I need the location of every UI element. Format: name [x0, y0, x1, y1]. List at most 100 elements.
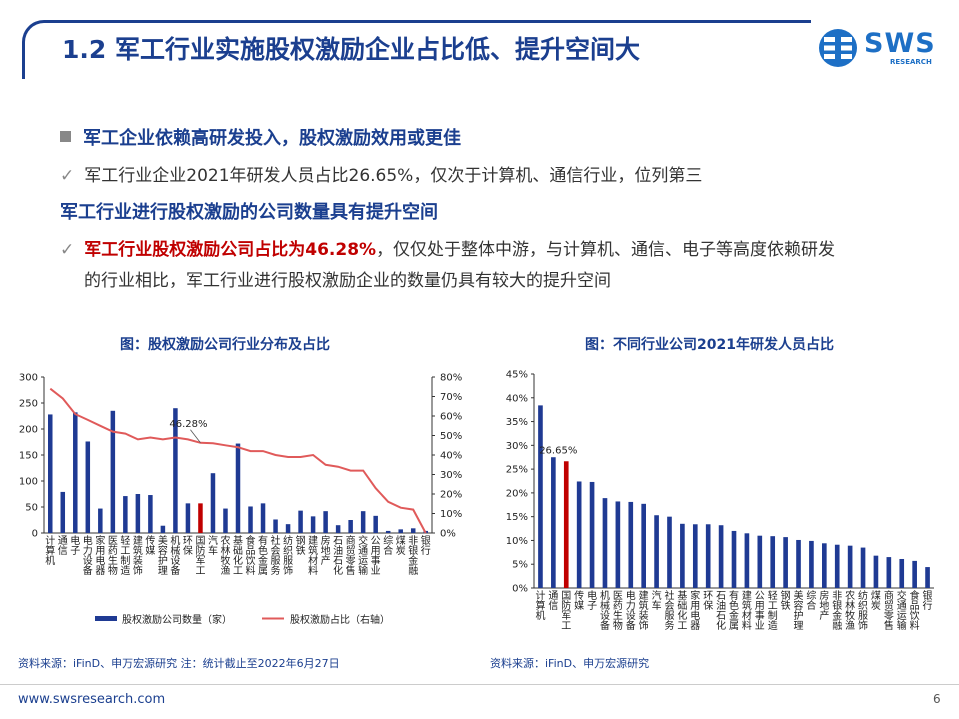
chart2-bar [667, 516, 672, 588]
sws-logo: SWS RESEARCH [818, 28, 943, 70]
chart1-bar [235, 443, 241, 533]
chart2-bar [822, 543, 827, 588]
chart2-x-tick-label: 社会服务 [664, 589, 674, 632]
chart2-bar [809, 540, 814, 588]
chart2-x-tick-label: 石油石化 [716, 591, 726, 632]
bullet-heading-1-text: 军工企业依赖高研发投入，股权激励效用或更佳 [83, 128, 461, 149]
chart1-x-tick-label: 环保 [183, 536, 193, 557]
chart2-bar [692, 524, 698, 588]
chart2-x-tick-label: 建筑装饰 [639, 589, 649, 632]
chart1-bar [273, 519, 278, 533]
chart1-bar [398, 529, 403, 533]
chart1-legend-bar-label: 股权激励公司数量（家） [122, 613, 232, 626]
chart2-y-tick-label: 40% [506, 393, 528, 404]
bullet-point-1: ✓ 军工行业企业2021年研发人员占比26.65%，仅次于计算机、通信行业，位列第… [60, 161, 702, 186]
chart1-y2-tick-label: 80% [440, 373, 462, 384]
chart1-bar [335, 525, 341, 533]
chart1-y-tick-label: 100 [19, 477, 38, 488]
chart1-x-tick-label: 石油石化 [333, 536, 343, 577]
chart2-x-tick-label: 钢铁 [781, 589, 791, 612]
bullet-point-2-text: ，仅仅处于整体中游，与计算机、通信、电子等高度依赖研发 [376, 240, 836, 260]
chart1-bar [48, 414, 53, 533]
chart2-bar [718, 525, 724, 588]
chart2-bar [680, 523, 685, 588]
chart1-bar [185, 503, 191, 533]
chart2-x-tick-label: 环保 [703, 591, 713, 612]
chart2-bar [602, 498, 608, 588]
source-note-2: 资料来源：iFinD、申万宏源研究 [490, 657, 650, 670]
chart2-bar [770, 536, 776, 588]
chart1-bar [373, 515, 378, 533]
bullet-highlight: 军工行业股权激励公司占比为46.28% [84, 240, 377, 260]
chart2-bar [796, 539, 801, 588]
chart2-x-tick-label: 煤炭 [871, 589, 881, 612]
chart2-y-tick-label: 10% [506, 536, 528, 547]
chart1-x-tick-label: 煤炭 [396, 534, 406, 557]
chart1-bar [223, 508, 228, 533]
footer-divider [0, 684, 959, 685]
chart1-bar [410, 528, 416, 533]
chart1-ratio-line [49, 387, 427, 534]
chart2-x-tick-label: 食品饮料 [910, 589, 920, 632]
chart1-x-tick-label: 综合 [383, 534, 393, 557]
chart2-bar [847, 545, 853, 588]
chart2-x-tick-label: 通信 [548, 590, 558, 612]
chart1-x-tick-label: 公用事业 [371, 536, 381, 577]
chart1-y2-tick-label: 30% [440, 470, 462, 481]
chart1-x-tick-label: 农林牧渔 [220, 534, 230, 577]
chart1-x-tick-label: 银行 [421, 534, 431, 557]
chart2-bar [873, 555, 879, 588]
chart1-x-tick-label: 电力设备 [83, 534, 93, 577]
chart1-x-tick-label: 钢铁 [296, 534, 306, 557]
chart1-annotation: 46.28% [169, 419, 207, 430]
title-frame [22, 20, 811, 79]
chart2-bar [783, 537, 788, 588]
chart1-x-tick-label: 美容护理 [158, 534, 168, 577]
chart2-x-tick-label: 国防军工 [561, 590, 571, 632]
bullet-point-2-continued: 的行业相比，军工行业进行股权激励企业的数量仍具有较大的提升空间 [84, 271, 611, 291]
chart2-x-tick-label: 汽车 [652, 589, 662, 612]
chart1-x-tick-label: 建筑装饰 [133, 534, 143, 577]
bullet-heading-1: 军工企业依赖高研发投入，股权激励效用或更佳 [60, 124, 461, 150]
chart2-y-tick-label: 20% [506, 488, 528, 499]
chart2-bar [576, 481, 582, 588]
chart1-y2-tick-label: 60% [440, 412, 462, 423]
chart2-x-tick-label: 商贸零售 [884, 589, 894, 632]
chart2-x-tick-label: 家用电器 [690, 589, 700, 632]
chart1-bar [60, 491, 66, 533]
chart1-industry-incentive: 0 50 100 150 200 250 300 0% 10% 20% 30% 40% 50% 60% 70… [19, 373, 462, 627]
chart2-x-tick-label: 轻工制造 [768, 589, 778, 632]
chart1-x-tick-label: 家用电器 [95, 534, 105, 577]
chart1-x-tick-label: 传媒 [145, 535, 155, 557]
chart1-x-tick-label: 国防军工 [195, 535, 205, 577]
chart1-x-tick-label: 汽车 [208, 534, 218, 557]
chart1-y2-tick-label: 50% [440, 431, 462, 442]
chart1-x-tick-label: 非银金融 [408, 535, 418, 577]
bullet-heading-2: 军工行业进行股权激励的公司数量具有提升空间 [60, 202, 438, 223]
chart1-bar [160, 525, 166, 533]
sws-logo-icon [819, 29, 857, 67]
chart2-x-tick-label: 交通运输 [897, 589, 907, 632]
chart1-x-tick-label: 医药生物 [108, 535, 118, 577]
chart2-bar [860, 547, 866, 588]
chart1-bar [310, 516, 316, 533]
chart1-bar [385, 530, 391, 533]
chart1-legend-line-label: 股权激励占比（右轴） [290, 613, 390, 626]
chart2-bar [886, 557, 892, 588]
chart2-x-tick-label: 农林牧渔 [845, 589, 855, 632]
bullet-point-2: ✓ 军工行业股权激励公司占比为46.28%，仅仅处于整体中游，与计算机、通信、电子… [60, 235, 835, 260]
chart1-bar [98, 508, 103, 533]
chart1-bar [360, 511, 366, 533]
chart1-bar [248, 506, 253, 533]
chart2-bar [628, 501, 634, 588]
chart2-y-tick-label: 45% [506, 370, 528, 381]
chart2-x-tick-label: 电子 [587, 589, 597, 612]
chart1-x-tick-label: 有色金属 [258, 534, 268, 577]
chart2-bar [654, 515, 659, 588]
chart2-x-tick-label: 美容护理 [794, 589, 804, 632]
chart1-x-tick-label: 电子 [70, 534, 80, 557]
logo-subtext: RESEARCH [890, 58, 932, 66]
chart2-x-tick-label: 纺织服饰 [858, 589, 868, 632]
footer-url: www.swsresearch.com [18, 692, 166, 707]
chart1-y2-tick-label: 70% [440, 392, 462, 403]
